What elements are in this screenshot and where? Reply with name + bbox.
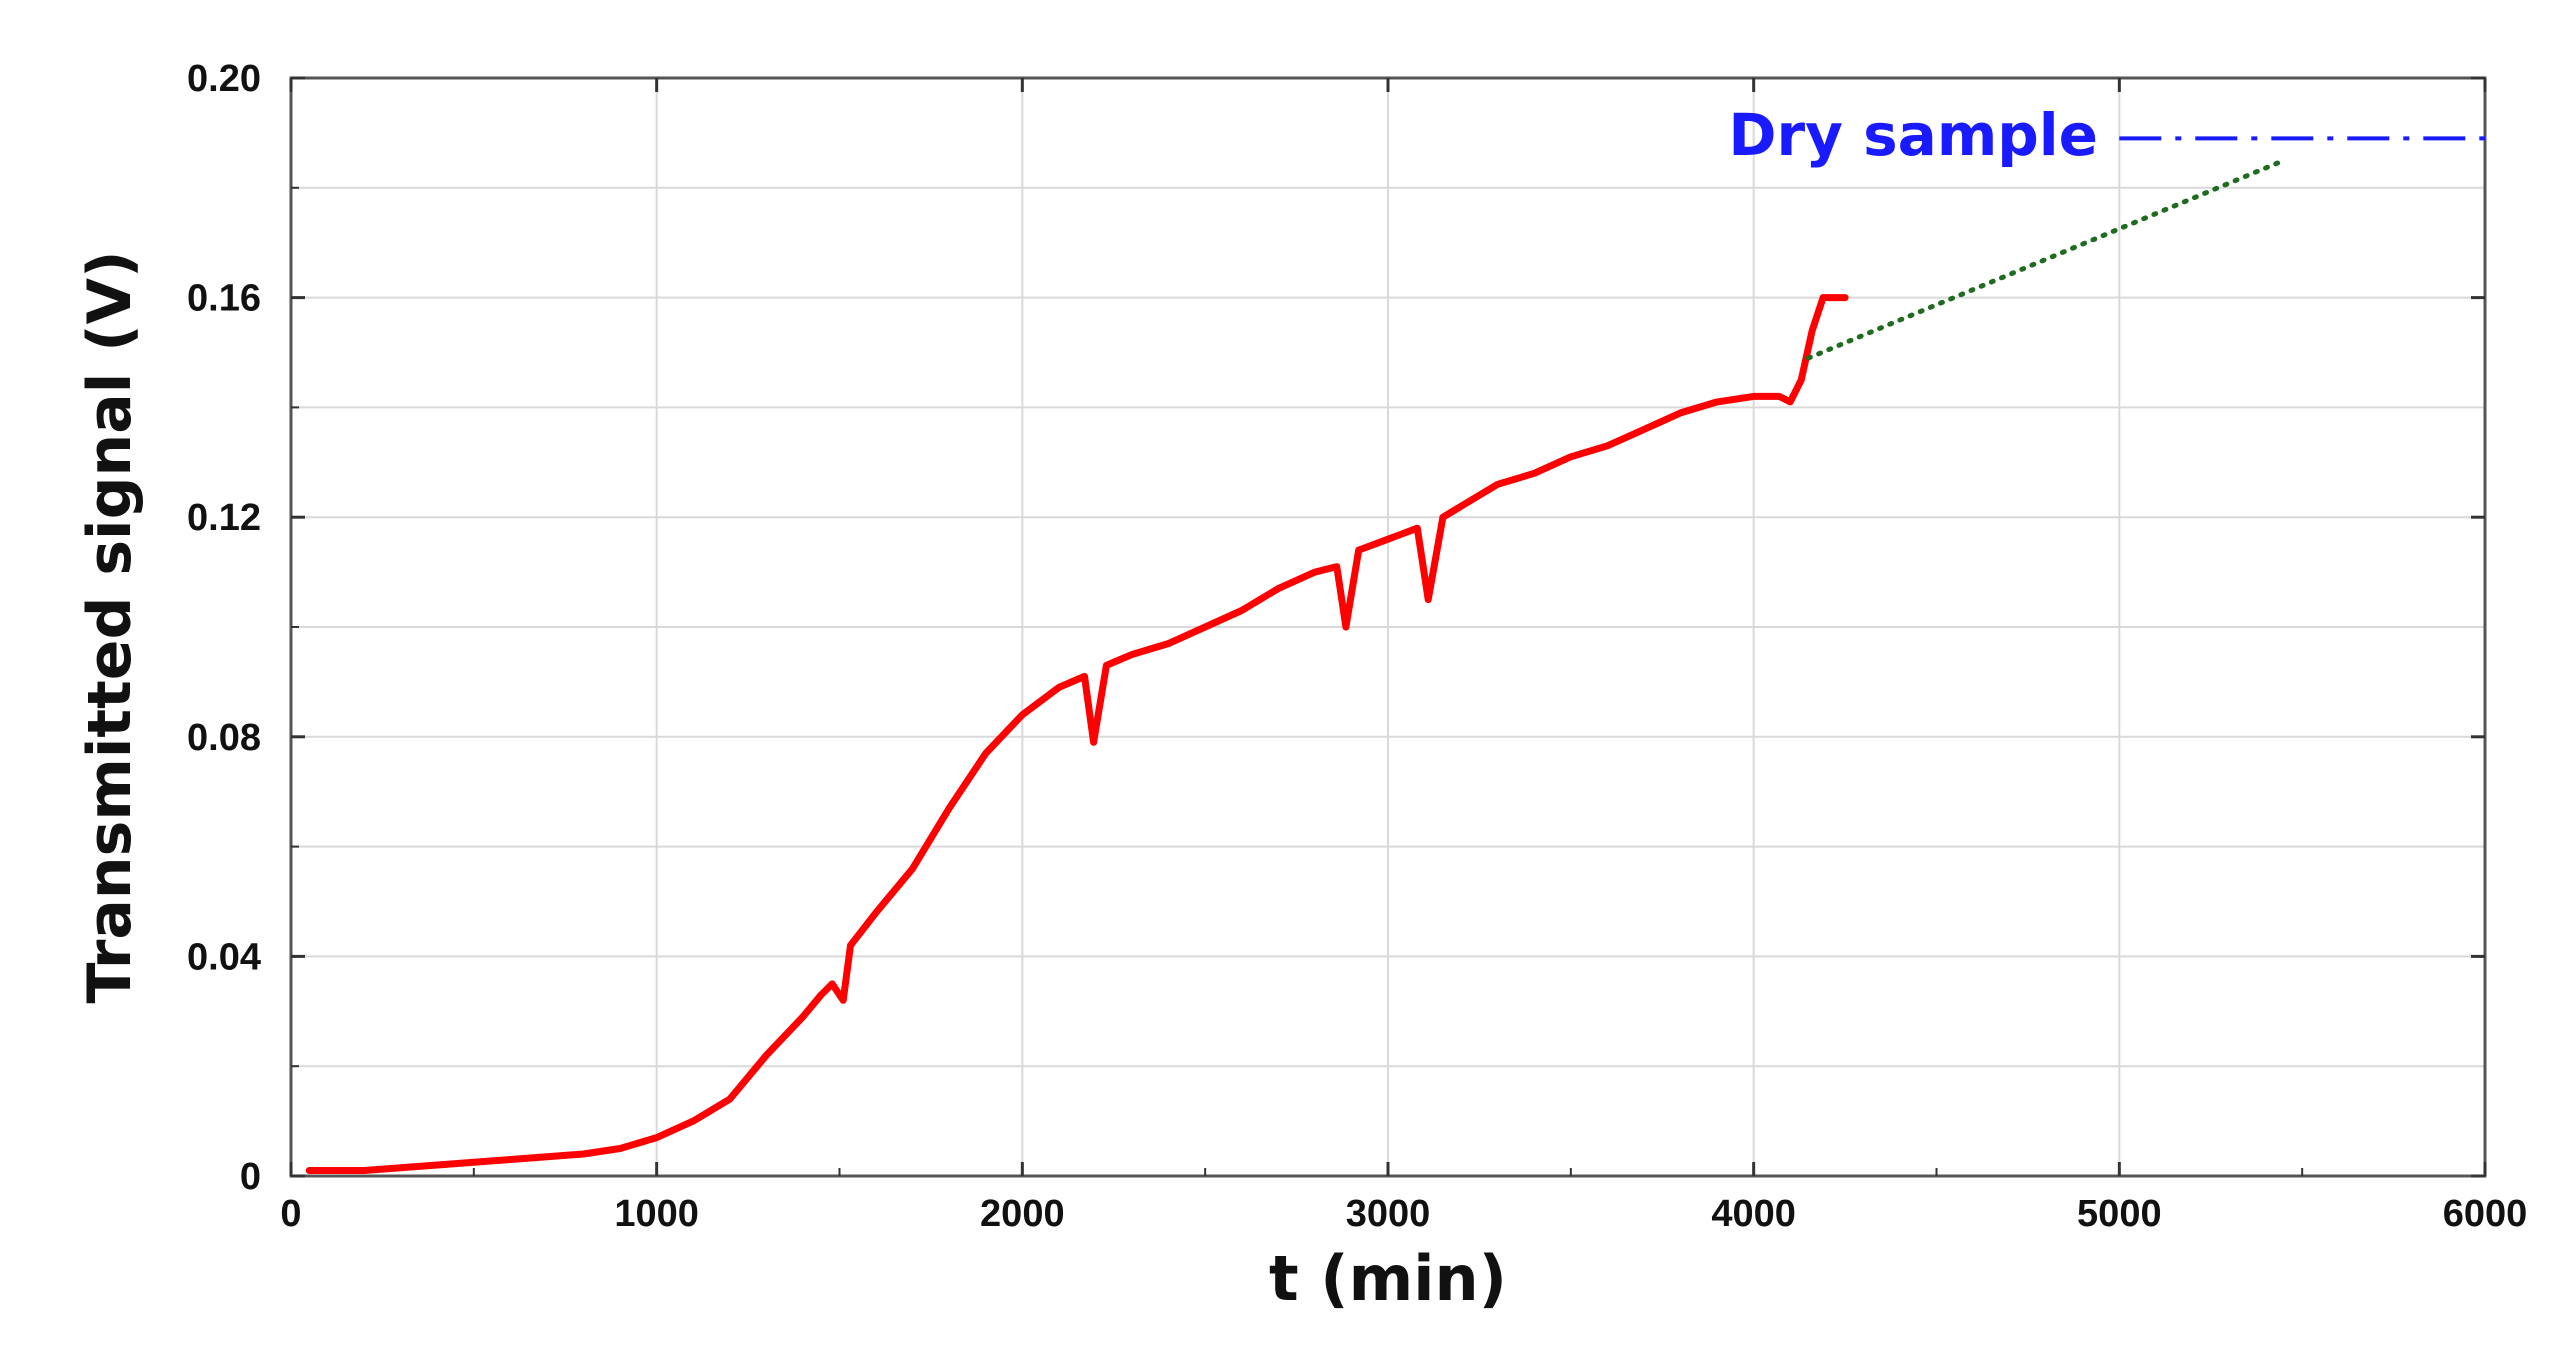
- y-tick-label: 0.20: [187, 58, 261, 100]
- y-tick-label: 0: [240, 1156, 261, 1198]
- y-tick-label: 0.16: [187, 278, 261, 320]
- x-tick-label: 4000: [1711, 1193, 1796, 1235]
- x-tick-label: 3000: [1346, 1193, 1431, 1235]
- x-tick-label: 1000: [614, 1193, 699, 1235]
- x-axis-title: t (min): [1269, 1242, 1507, 1315]
- y-tick-label: 0.04: [187, 936, 261, 978]
- x-tick-label: 5000: [2077, 1193, 2162, 1235]
- x-tick-label: 0: [280, 1193, 301, 1235]
- series-line-0: [305, 294, 1849, 1174]
- dry-sample-annotation: Dry sample: [1728, 101, 2098, 169]
- series-line-1: [1806, 157, 2287, 361]
- grid: [290, 77, 2486, 1177]
- tick-labels: 0 1000 2000 3000 4000 5000 6000 0 0.04 0.08 0.12 0.…: [187, 58, 2527, 1235]
- axis-ticks: [289, 76, 2487, 1178]
- series-group: [305, 136, 2485, 1174]
- x-tick-label: 2000: [980, 1193, 1065, 1235]
- y-tick-label: 0.12: [187, 497, 261, 539]
- y-tick-label: 0.08: [187, 717, 261, 759]
- x-tick-label: 6000: [2443, 1193, 2528, 1235]
- y-axis-title: Transmitted signal (V): [75, 251, 145, 1004]
